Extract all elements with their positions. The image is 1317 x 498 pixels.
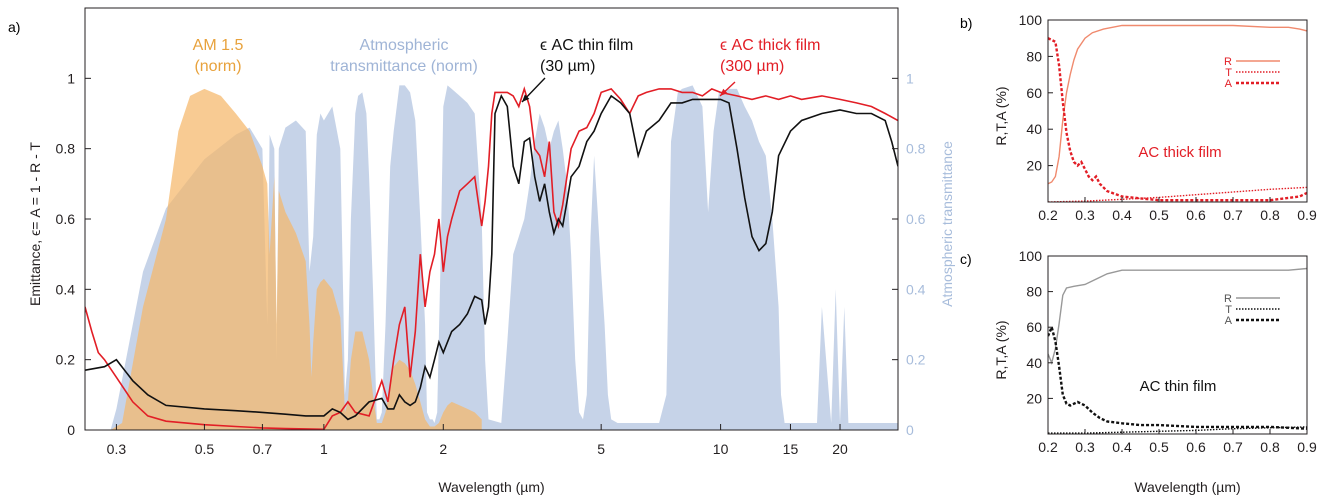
legend-label-T: T	[1225, 304, 1232, 316]
thin-annotation-line: ϵ AC thin film	[540, 37, 633, 54]
y-tick-label: 20	[1026, 390, 1042, 406]
x-tick-label: 0.7	[253, 441, 273, 457]
y-axis-label: R,T,A (%)	[993, 320, 1009, 379]
legend-label-A: A	[1225, 315, 1233, 327]
series-R-line	[1048, 267, 1307, 365]
y-tick-label: 0.4	[56, 281, 76, 297]
thin-film-arrow-head	[522, 94, 530, 102]
y-axis-label: Emittance, ϵ= A = 1 - R - T	[27, 142, 43, 306]
panel-a: a)0.3 0.5 0.7 1 2 5 10 15 2000.20.40.60.8100.20.…	[8, 7, 955, 495]
y2-tick-label: 1	[906, 70, 914, 86]
frame	[1047, 255, 1308, 435]
thick-film-arrow-head	[720, 88, 728, 96]
y2-tick-label: 0.4	[906, 281, 926, 297]
x-tick-label: 0.2	[1038, 439, 1058, 455]
panel-label: c)	[960, 251, 972, 267]
x-tick-label: 0.3	[1075, 439, 1095, 455]
panel-a-plot	[85, 85, 898, 430]
panel-label: b)	[960, 15, 972, 31]
panel-c: c) 0.2 0.3 0.4 0.5 0.6 0.7 0.8 0.9 20 40 60 80 100 R,T…	[960, 248, 1317, 495]
series-A-line	[1048, 37, 1307, 202]
panel-b: b) 0.2 0.3 0.4 0.5 0.6 0.7 0.8 0.9 20 40 60 80 100 R,T…	[960, 12, 1317, 223]
y2-tick-label: 0.6	[906, 211, 926, 227]
x-tick-label: 0.8	[1260, 439, 1280, 455]
x-tick-label: 5	[597, 441, 605, 457]
x-tick-label: 0.9	[1297, 207, 1317, 223]
y2-axis-label: Atmospheric transmittance	[939, 141, 955, 307]
x-tick-label: 0.6	[1186, 207, 1206, 223]
thick-annotation-line: ϵ AC thick film	[720, 37, 820, 54]
x-tick-label: 0.2	[1038, 207, 1058, 223]
plot	[1048, 24, 1307, 202]
series-T-line	[1048, 426, 1307, 434]
y-tick-label: 0	[67, 422, 75, 438]
thick-film-emittance-line	[85, 86, 898, 430]
x-tick-label: 0.5	[1149, 207, 1169, 223]
x-tick-label: 20	[832, 441, 848, 457]
x-tick-label: 0.4	[1112, 207, 1132, 223]
y-tick-label: 60	[1026, 85, 1042, 101]
y-axis-label: R,T,A (%)	[993, 86, 1009, 145]
x-axis-label: Wavelength (µm)	[1134, 479, 1240, 495]
thick-annotation-line: (300 µm)	[720, 58, 784, 75]
x-axis-label: Wavelength (µm)	[438, 479, 544, 495]
y-tick-label: 0.6	[56, 211, 76, 227]
y2-tick-label: 0.2	[906, 352, 926, 368]
y-tick-label: 80	[1026, 48, 1042, 64]
atmos-annotation-line: Atmospheric	[360, 37, 449, 54]
x-tick-label: 1	[320, 441, 328, 457]
x-tick-label: 0.5	[195, 441, 215, 457]
y-tick-label: 80	[1026, 284, 1042, 300]
series-T-line	[1048, 186, 1307, 202]
x-tick-label: 15	[783, 441, 799, 457]
plot	[1048, 267, 1307, 434]
panel-a-label: a)	[8, 19, 20, 35]
y-tick-label: 100	[1019, 12, 1043, 28]
y-tick-label: 20	[1026, 158, 1042, 174]
legend-label-R: R	[1224, 56, 1232, 68]
y-tick-label: 0.8	[56, 141, 76, 157]
x-tick-label: 0.6	[1186, 439, 1206, 455]
x-tick-label: 0.7	[1223, 207, 1243, 223]
panel-annotation: AC thick film	[1138, 144, 1221, 161]
x-tick-label: 0.3	[1075, 207, 1095, 223]
am15-annotation-line: AM 1.5	[193, 37, 244, 54]
y-tick-label: 40	[1026, 355, 1042, 371]
y2-tick-label: 0.8	[906, 141, 926, 157]
x-tick-label: 0.8	[1260, 207, 1280, 223]
thin-film-emittance-line	[85, 93, 898, 421]
x-tick-label: 10	[713, 441, 729, 457]
legend-label-T: T	[1225, 67, 1232, 79]
y-tick-label: 100	[1019, 248, 1043, 264]
x-tick-label: 0.5	[1149, 439, 1169, 455]
y-tick-label: 60	[1026, 319, 1042, 335]
x-tick-label: 0.7	[1223, 439, 1243, 455]
legend-label-R: R	[1224, 293, 1232, 305]
x-tick-label: 2	[439, 441, 447, 457]
y-tick-label: 40	[1026, 121, 1042, 137]
x-tick-label: 0.4	[1112, 439, 1132, 455]
frame	[1047, 19, 1308, 203]
x-tick-label: 0.9	[1297, 439, 1317, 455]
thin-annotation-line: (30 µm)	[540, 58, 595, 75]
y-tick-label: 1	[67, 70, 75, 86]
atmos-annotation-line: transmittance (norm)	[330, 58, 478, 75]
am15-spectrum-area	[110, 88, 482, 430]
panel-annotation: AC thin film	[1140, 378, 1217, 395]
y2-tick-label: 0	[906, 422, 914, 438]
y-tick-label: 0.2	[56, 352, 76, 368]
legend-label-A: A	[1225, 78, 1233, 90]
am15-annotation-line: (norm)	[194, 58, 241, 75]
x-tick-label: 0.3	[107, 441, 127, 457]
series-R-line	[1048, 24, 1307, 185]
